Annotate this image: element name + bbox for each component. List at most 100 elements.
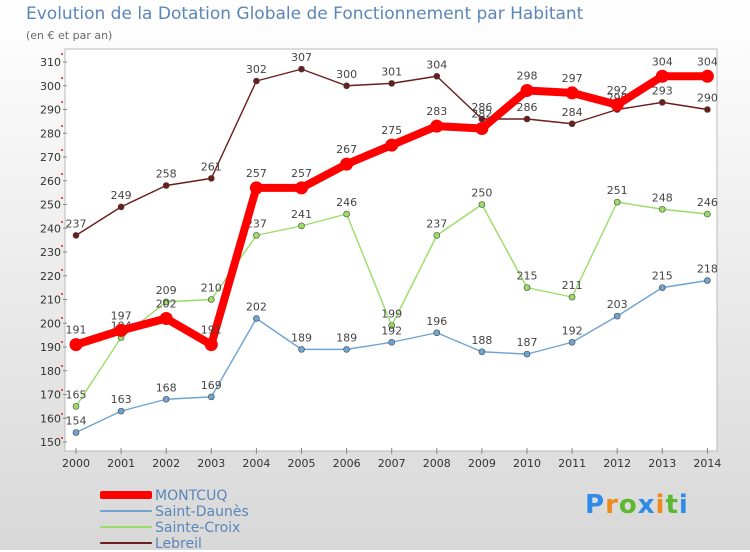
data-label: 209 — [156, 284, 177, 297]
data-label: 304 — [652, 55, 673, 68]
legend-swatch — [100, 491, 152, 499]
series-sainte-croix: 1651942092102372412461992372502152112512… — [66, 184, 718, 410]
y-tick-label: 280 — [40, 127, 61, 140]
data-point — [565, 86, 579, 100]
y-tick-label: 260 — [40, 175, 61, 188]
data-point — [433, 232, 441, 239]
data-label: 298 — [517, 70, 538, 83]
y-tick-label: 170 — [40, 389, 61, 402]
data-point — [72, 232, 80, 239]
x-tick-label: 2001 — [107, 457, 135, 470]
data-point — [298, 346, 305, 353]
x-tick-label: 2003 — [197, 457, 225, 470]
x-tick-label: 2008 — [423, 457, 451, 470]
data-label: 257 — [246, 167, 267, 180]
data-point — [117, 203, 125, 211]
data-point — [72, 403, 80, 410]
x-tick-label: 2014 — [693, 457, 721, 470]
data-point — [658, 99, 666, 106]
data-point — [613, 312, 621, 320]
data-label: 202 — [246, 301, 267, 314]
data-point — [295, 181, 308, 195]
chart-subtitle: (en € et par an) — [26, 29, 113, 42]
data-point — [388, 322, 396, 329]
data-label: 302 — [246, 63, 267, 76]
data-point — [298, 222, 305, 230]
data-point — [343, 210, 350, 218]
data-label: 261 — [201, 160, 222, 173]
data-label: 189 — [291, 331, 312, 344]
data-label: 284 — [562, 106, 583, 119]
data-point — [208, 175, 215, 182]
y-tick-label: 180 — [40, 365, 61, 378]
series-lebreil: 237 249 258 261 302 307 300 301 304 286 286 284 290 2… — [66, 51, 718, 239]
data-point — [340, 157, 354, 171]
chart-title: Evolution de la Dotation Globale de Fonc… — [26, 4, 584, 24]
data-point — [162, 298, 170, 306]
data-label: 290 — [697, 92, 718, 105]
data-label: 218 — [697, 263, 718, 276]
data-label: 189 — [336, 331, 357, 344]
data-point — [343, 346, 350, 353]
data-point — [523, 115, 531, 123]
data-label: 257 — [291, 167, 312, 180]
x-tick-label: 2004 — [242, 457, 270, 470]
data-point — [700, 69, 714, 83]
data-label: 282 — [471, 108, 492, 121]
data-point — [433, 329, 441, 337]
legend-swatch — [100, 526, 152, 528]
x-tick-label: 2007 — [378, 457, 406, 470]
y-tick-label: 210 — [40, 294, 61, 307]
data-label: 210 — [201, 282, 222, 295]
data-point — [658, 284, 666, 291]
x-tick-label: 2013 — [648, 457, 676, 470]
y-tick-label: 220 — [40, 270, 61, 283]
data-label: 202 — [156, 298, 177, 311]
y-tick-label: 300 — [40, 80, 61, 93]
data-label: 191 — [66, 324, 87, 337]
data-point — [253, 232, 260, 239]
y-tick-label: 290 — [40, 104, 61, 117]
y-tick-label: 160 — [40, 412, 61, 425]
y-tick-label: 230 — [40, 246, 61, 259]
data-label: 192 — [381, 324, 402, 337]
data-label: 248 — [652, 191, 673, 204]
data-label: 196 — [426, 315, 447, 328]
data-point — [430, 119, 444, 133]
data-label: 192 — [562, 324, 583, 337]
logo-letter: x — [637, 490, 656, 520]
data-point — [658, 205, 666, 213]
logo-letter: i — [655, 490, 666, 520]
data-point — [162, 395, 170, 403]
x-tick-label: 2012 — [603, 457, 631, 470]
data-point — [568, 120, 576, 128]
y-tick-label: 240 — [40, 222, 61, 235]
data-label: 199 — [381, 308, 402, 321]
y-tick-label: 150 — [40, 436, 61, 449]
data-point — [520, 84, 534, 97]
data-point — [114, 323, 128, 337]
data-label: 275 — [381, 124, 402, 137]
legend-label: Sainte-Croix — [155, 520, 241, 536]
data-label: 246 — [697, 196, 718, 209]
data-point — [385, 138, 399, 152]
data-label: 304 — [697, 55, 718, 68]
data-label: 168 — [156, 381, 177, 394]
y-tick-label: 200 — [40, 317, 61, 330]
data-point — [298, 65, 305, 73]
data-point — [159, 312, 173, 325]
data-label: 197 — [111, 309, 132, 322]
data-point — [704, 277, 711, 284]
logo-letter: o — [618, 490, 638, 520]
data-point — [523, 284, 531, 291]
data-point — [568, 338, 576, 346]
logo-letter: P — [585, 490, 606, 520]
data-label: 286 — [471, 101, 492, 114]
data-point — [478, 348, 486, 356]
data-label: 246 — [336, 196, 357, 209]
legend-label: Lebreil — [155, 536, 202, 552]
data-label: 215 — [652, 270, 673, 283]
data-label: 163 — [111, 393, 132, 406]
data-label: 301 — [381, 65, 402, 78]
